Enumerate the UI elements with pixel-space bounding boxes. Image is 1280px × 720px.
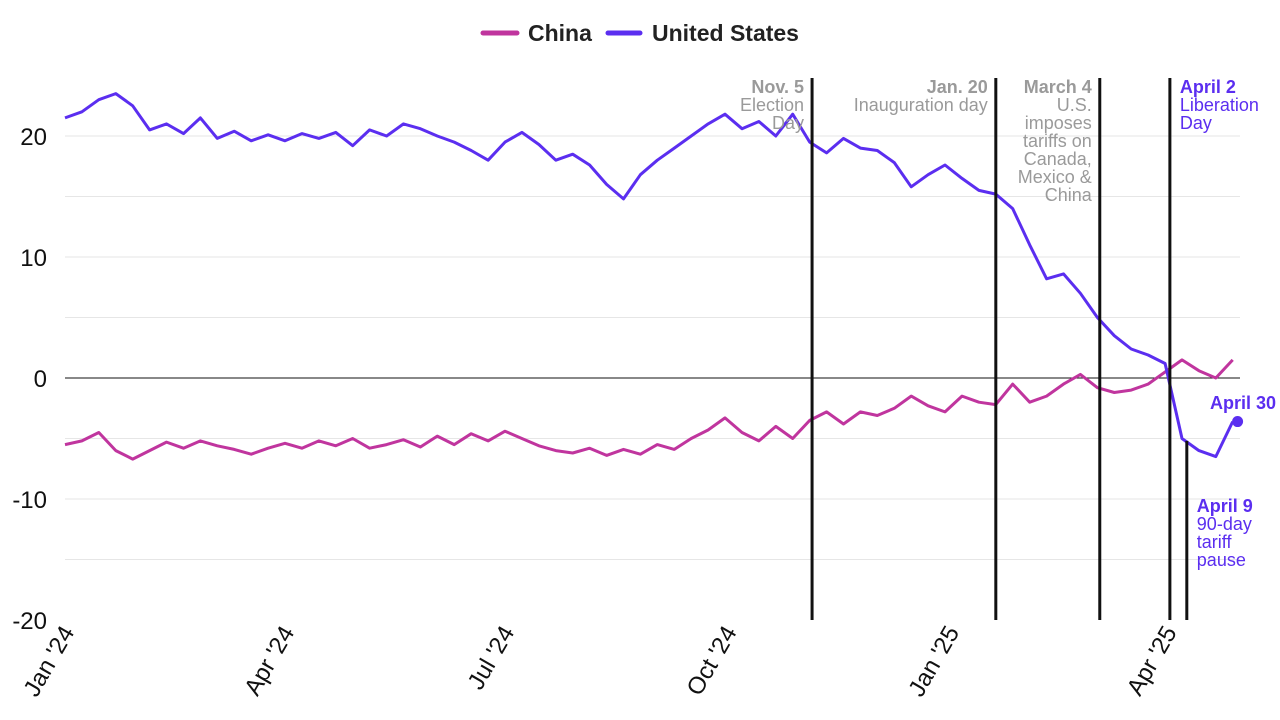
event-text-line: Mexico &	[1018, 167, 1092, 187]
y-tick-label: 20	[20, 124, 47, 151]
end-marker	[1232, 416, 1244, 428]
event-text-line: tariffs on	[1023, 131, 1092, 151]
event-text-line: Election	[740, 95, 804, 115]
event-title-march-4: March 4	[1024, 77, 1092, 97]
x-tick-label: Apr '24	[239, 622, 300, 701]
x-axis-ticks: Jan '24 Apr '24 Jul '24 Oct '24 Jan '25 Apr '…	[18, 622, 1182, 702]
event-text-line: Liberation	[1180, 95, 1259, 115]
series-lines	[64, 92, 1235, 461]
legend: China United States	[480, 20, 799, 46]
y-tick-label: 0	[34, 366, 47, 393]
event-text-line: pause	[1197, 550, 1246, 570]
event-text-line: Day	[1180, 113, 1212, 133]
series-line-united-states	[64, 92, 1235, 459]
x-tick-label: Jul '24	[463, 622, 521, 695]
event-text-line: China	[1045, 185, 1093, 205]
gridlines	[65, 135, 1240, 560]
x-tick-label: Jan '25	[903, 622, 965, 702]
event-text-line: Day	[772, 113, 804, 133]
event-text-line: 90-day	[1197, 514, 1252, 534]
event-text-line: Canada,	[1024, 149, 1092, 169]
y-tick-label: -20	[12, 608, 47, 635]
event-title-jan-20: Jan. 20	[927, 77, 988, 97]
event-title-nov-5: Nov. 5	[751, 77, 804, 97]
event-text-line: U.S.	[1057, 95, 1092, 115]
y-axis-ticks: 20 10 0 -10 -20	[12, 124, 47, 635]
x-tick-label: Oct '24	[682, 622, 743, 701]
event-text-line: imposes	[1025, 113, 1092, 133]
event-text-line: tariff	[1197, 532, 1233, 552]
event-text-line: Inauguration day	[854, 95, 988, 115]
event-title-april-2: April 2	[1180, 77, 1236, 97]
y-tick-label: 10	[20, 245, 47, 272]
y-tick-label: -10	[12, 487, 47, 514]
event-lines	[810, 78, 1189, 620]
legend-label-united-states: United States	[652, 20, 799, 46]
x-tick-label: Apr '25	[1122, 622, 1183, 701]
legend-label-china: China	[528, 20, 592, 46]
series-line-china	[64, 358, 1234, 461]
end-label-text: April 30	[1210, 393, 1276, 413]
event-title-april-9: April 9	[1197, 496, 1253, 516]
end-label: April 30	[1210, 393, 1276, 428]
